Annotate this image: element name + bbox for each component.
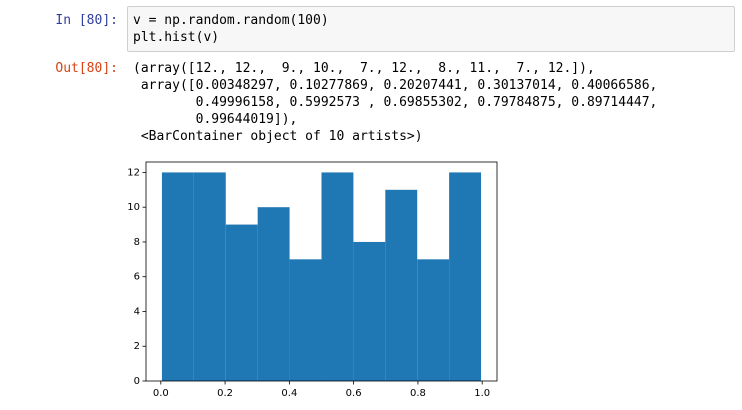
x-tick-label: 0.2 — [217, 388, 233, 399]
code-line: v = np.random.random(100) — [133, 13, 329, 28]
bar — [161, 172, 194, 381]
x-tick-label: 1.0 — [474, 388, 490, 399]
output-line: array([0.00348297, 0.10277869, 0.2020744… — [133, 78, 658, 93]
x-tick-label: 0.0 — [153, 388, 169, 399]
bar — [449, 172, 482, 381]
output-line: <BarContainer object of 10 artists>) — [133, 129, 423, 144]
input-prompt: In [80]: — [55, 13, 118, 28]
code-cell[interactable] — [127, 6, 735, 52]
y-tick-label: 4 — [134, 306, 140, 317]
bar — [257, 207, 290, 381]
bar — [289, 259, 322, 381]
bar — [225, 224, 258, 381]
y-tick-label: 0 — [134, 376, 140, 387]
bar — [321, 172, 354, 381]
bar — [193, 172, 226, 381]
bar — [353, 241, 386, 381]
y-tick-label: 6 — [134, 272, 140, 283]
output-line: 0.49996158, 0.5992573 , 0.69855302, 0.79… — [133, 95, 658, 110]
output-prompt: Out[80]: — [55, 61, 118, 76]
output-line: 0.99644019]), — [133, 112, 298, 127]
code-line: plt.hist(v) — [133, 30, 220, 45]
y-tick-label: 8 — [134, 237, 140, 248]
x-tick-label: 0.8 — [410, 388, 426, 399]
x-tick-label: 0.4 — [281, 388, 297, 399]
y-tick-label: 2 — [134, 341, 140, 352]
y-tick-label: 12 — [127, 167, 140, 178]
bar — [385, 189, 418, 381]
axes-frame — [145, 161, 498, 382]
output-line: (array([12., 12., 9., 10., 7., 12., 8., … — [133, 61, 595, 76]
bar — [417, 259, 450, 381]
histogram-chart: 0 2 4 6 8 10 12 0.0 0.2 0.4 0.6 0.8 1.0 — [127, 161, 498, 399]
y-tick-label: 10 — [127, 202, 140, 213]
x-tick-label: 0.6 — [346, 388, 362, 399]
